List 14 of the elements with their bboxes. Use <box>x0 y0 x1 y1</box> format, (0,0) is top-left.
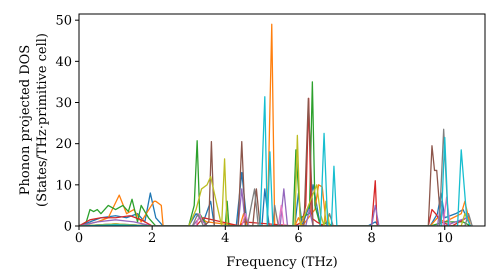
x-axis-title: Frequency (THz) <box>226 255 338 270</box>
x-tick-label: 8 <box>367 231 376 246</box>
y-tick-label: 30 <box>55 96 72 112</box>
y-tick-label: 20 <box>55 137 72 152</box>
y-tick-label: 10 <box>55 178 72 194</box>
y-axis-title: Phonon projected DOS (States/THz·primitive cell) <box>18 32 50 208</box>
x-tick-label: 2 <box>148 231 156 246</box>
x-tick-label: 6 <box>294 231 303 246</box>
y-tick-label: 40 <box>55 54 72 70</box>
y-tick-label: 0 <box>64 220 72 235</box>
y-tick-label: 50 <box>55 14 72 29</box>
x-tick-label: 4 <box>221 231 230 246</box>
x-tick-label: 0 <box>74 231 84 246</box>
x-tick-label: 10 <box>436 231 454 246</box>
